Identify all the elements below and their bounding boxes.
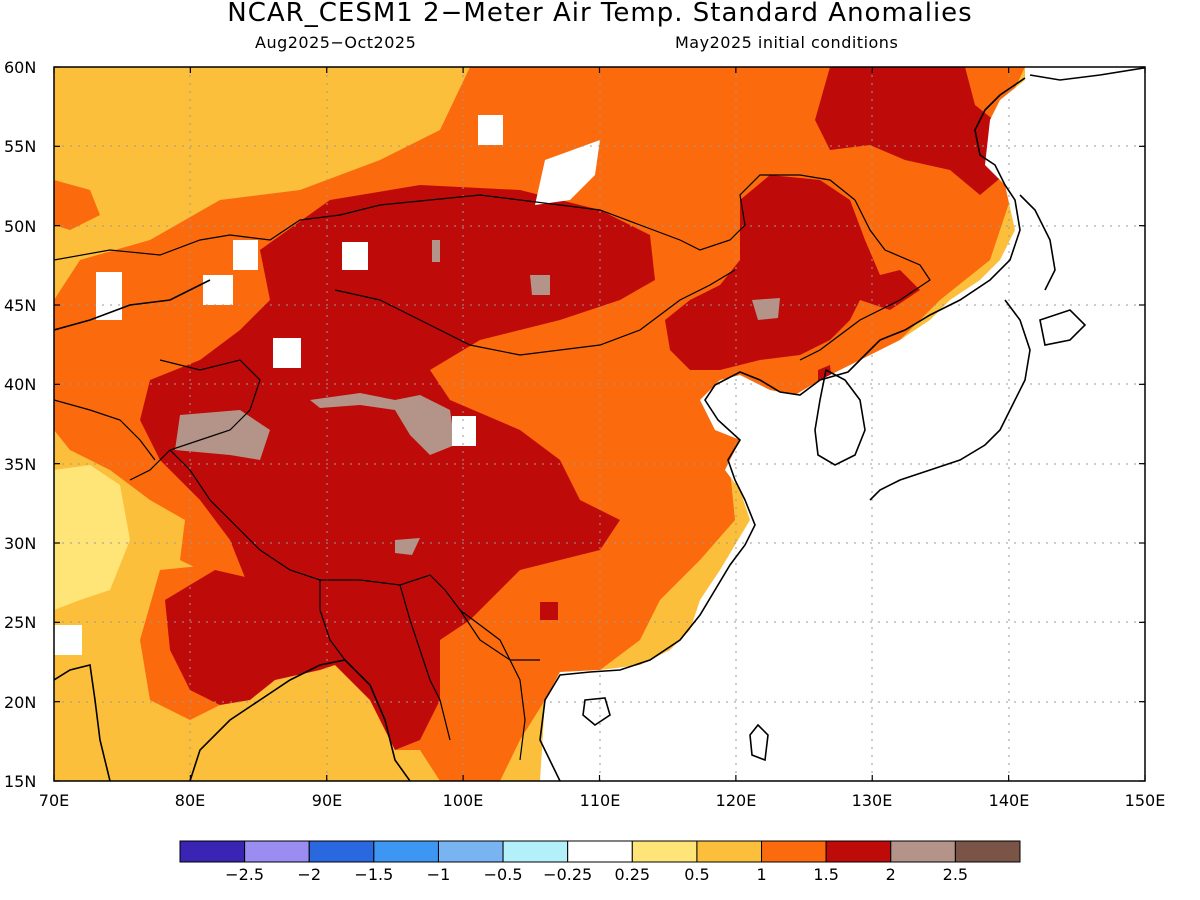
colorbar-swatch [890, 840, 956, 863]
lat-label: 15N [4, 772, 36, 791]
country-borders [54, 174, 931, 761]
lat-label: 40N [4, 375, 36, 394]
lat-label: 35N [4, 455, 36, 474]
colorbar-swatch [373, 840, 439, 863]
colorbar-swatch [825, 840, 892, 863]
lake-mask-uvs [342, 242, 368, 270]
anomaly-zone-2-2.5-mongolia [530, 275, 550, 295]
colorbar-label: −1.5 [354, 865, 393, 884]
lon-label: 100E [443, 791, 484, 810]
colorbar-swatch [567, 840, 633, 863]
lake-mask [535, 140, 600, 205]
colorbar-swatch [308, 840, 375, 863]
graticule [54, 67, 1145, 781]
lake-mask-aral [96, 272, 122, 320]
colorbar-label: −1 [427, 865, 451, 884]
colorbar-swatch [437, 840, 504, 863]
lat-label: 50N [4, 217, 36, 236]
colorbar-label: 2 [886, 865, 896, 884]
colorbar-swatch [761, 840, 827, 863]
lat-label: 25N [4, 613, 36, 632]
map-title: NCAR_CESM1 2−Meter Air Temp. Standard An… [227, 0, 973, 28]
lon-label: 70E [39, 791, 69, 810]
lake-mask-qinghai [452, 416, 476, 446]
colorbar-label: 0.5 [684, 865, 709, 884]
lat-label: 45N [4, 296, 36, 315]
colorbar-swatch [631, 840, 698, 863]
lon-label: 150E [1125, 791, 1166, 810]
map-field [54, 67, 1145, 781]
tick-marks [53, 66, 1146, 782]
ocean-mask-arabian [54, 625, 82, 655]
colorbar-label: 2.5 [943, 865, 968, 884]
anomaly-zone-1-1.5-west [54, 180, 100, 230]
anomaly-zone-0.25-0.5 [54, 465, 130, 610]
colorbar-swatch [244, 840, 310, 863]
longitude-labels: 70E 80E 90E 100E 110E 120E 130E 140E 150… [39, 791, 1166, 810]
anomaly-zone-2-2.5-south [395, 538, 420, 555]
colorbar-label: −2.5 [225, 865, 264, 884]
anomaly-zone-2-2.5-qaidam [310, 393, 455, 455]
lat-label: 20N [4, 693, 36, 712]
lat-label: 30N [4, 534, 36, 553]
lat-label: 55N [4, 137, 36, 156]
initial-conditions: May2025 initial conditions [675, 33, 899, 52]
colorbar-swatch [502, 840, 569, 863]
anomaly-zone-1.5-2-spot [540, 602, 558, 620]
anomaly-zone-1.5-2-south-asia [165, 570, 350, 705]
anomaly-zone-2-2.5-north-china [752, 298, 780, 320]
colorbar-label: 0.25 [614, 865, 650, 884]
colorbar-label: 1 [756, 865, 766, 884]
colorbar-label: −2 [297, 865, 321, 884]
lat-label: 60N [4, 58, 36, 77]
latitude-labels: 60N 55N 50N 45N 40N 35N 30N 25N 20N 15N [4, 58, 36, 791]
lon-label: 120E [716, 791, 757, 810]
anomaly-zone-1.5-2-northeast [815, 67, 1010, 195]
colorbar-label: 1.5 [813, 865, 838, 884]
lon-label: 140E [989, 791, 1030, 810]
coastlines [54, 67, 1145, 781]
colorbar [179, 840, 1021, 863]
lon-label: 130E [852, 791, 893, 810]
colorbar-swatch [179, 840, 246, 863]
colorbar-label: −0.5 [484, 865, 523, 884]
anomaly-zone-1.5-2 [140, 185, 655, 750]
colorbar-labels: −2.5 −2 −1.5 −1 −0.5 −0.25 0.25 0.5 1 1.… [225, 865, 968, 884]
lake-mask-issyk [273, 338, 301, 368]
colorbar-label: −0.25 [543, 865, 592, 884]
lake-mask-zaysan [233, 240, 258, 270]
forecast-period: Aug2025−Oct2025 [255, 33, 417, 52]
lake-mask-balkhash [203, 275, 233, 305]
ocean-mask [540, 67, 1145, 781]
colorbar-swatch [954, 840, 1021, 863]
colorbar-swatch [696, 840, 763, 863]
lon-label: 80E [175, 791, 205, 810]
anomaly-zone-2-2.5-tibet [175, 410, 270, 460]
anomaly-zone-2-2.5-tiny [432, 240, 440, 262]
anomaly-zone-1.5-2-manchuria [665, 175, 920, 370]
lon-label: 110E [580, 791, 621, 810]
lon-label: 90E [312, 791, 342, 810]
lake-mask-2 [478, 115, 503, 145]
